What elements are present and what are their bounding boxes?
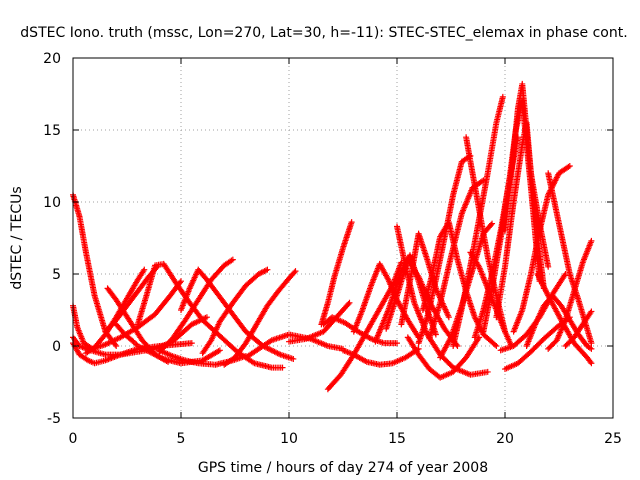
y-tick-label: 10 xyxy=(43,195,61,211)
y-tick-label: 20 xyxy=(43,51,61,67)
y-tick-label: 5 xyxy=(52,267,61,283)
data-point xyxy=(178,278,184,285)
series-4 xyxy=(70,314,210,358)
data-point xyxy=(484,368,491,375)
data-point xyxy=(346,299,353,306)
data-point xyxy=(492,341,499,348)
y-tick-label: 15 xyxy=(43,123,61,139)
data-point xyxy=(394,340,400,347)
data-point xyxy=(588,237,595,244)
data-point xyxy=(588,340,595,347)
data-point xyxy=(112,341,119,348)
chart-title: dSTEC Iono. truth (mssc, Lon=270, Lat=30… xyxy=(20,25,627,41)
x-tick-label: 0 xyxy=(69,431,78,447)
x-tick-label: 10 xyxy=(280,431,298,447)
y-tick-labels: -5 0 5 10 15 20 xyxy=(43,51,61,427)
data-point xyxy=(203,314,210,321)
data-point xyxy=(566,163,573,169)
axis-ticks xyxy=(72,57,614,419)
data-point xyxy=(113,343,120,349)
data-point xyxy=(432,331,439,338)
data-point xyxy=(348,219,355,226)
data-point xyxy=(279,364,286,371)
x-tick-label: 5 xyxy=(177,431,186,447)
data-point xyxy=(565,163,572,170)
plot-frame xyxy=(72,57,614,419)
data-point xyxy=(345,301,352,307)
data-point xyxy=(545,263,552,270)
series-14 xyxy=(221,268,299,368)
data-point xyxy=(588,360,595,367)
series-40 xyxy=(502,314,573,373)
series-31 xyxy=(450,93,506,349)
series-38 xyxy=(510,163,573,335)
data-point xyxy=(188,340,195,347)
series-44 xyxy=(545,237,595,352)
data-point xyxy=(499,93,506,100)
series-20 xyxy=(340,345,422,368)
data-point xyxy=(292,268,299,275)
series-41 xyxy=(523,292,595,352)
data-point xyxy=(445,314,452,321)
data-point xyxy=(216,347,223,354)
data-point xyxy=(229,256,236,263)
data-point xyxy=(588,345,595,352)
data-point xyxy=(264,266,271,273)
y-axis-label: dSTEC / TECUs xyxy=(9,186,25,289)
series-15 xyxy=(242,331,346,361)
data-points xyxy=(70,80,595,393)
data-point xyxy=(489,220,496,227)
x-tick-labels: 0 5 10 15 20 25 xyxy=(69,431,622,447)
data-point xyxy=(141,266,148,273)
data-point xyxy=(290,355,297,362)
data-point xyxy=(291,269,298,276)
series-17 xyxy=(318,219,355,328)
x-tick-label: 25 xyxy=(604,431,622,447)
grid xyxy=(73,58,613,418)
x-tick-label: 20 xyxy=(496,431,514,447)
y-tick-label: -5 xyxy=(47,411,61,427)
series-21 xyxy=(350,260,422,341)
series-16 xyxy=(286,299,353,345)
series-26 xyxy=(404,334,483,381)
data-point xyxy=(487,221,494,228)
data-point xyxy=(493,343,500,349)
series-19 xyxy=(324,259,405,393)
series-43 xyxy=(534,271,595,367)
x-tick-label: 15 xyxy=(388,431,406,447)
data-point xyxy=(588,308,595,315)
series-29 xyxy=(426,177,487,342)
series-13 xyxy=(199,266,271,357)
y-tick-label: 0 xyxy=(52,339,61,355)
x-axis-label: GPS time / hours of day 274 of year 2008 xyxy=(198,460,488,476)
series-45 xyxy=(562,308,595,349)
